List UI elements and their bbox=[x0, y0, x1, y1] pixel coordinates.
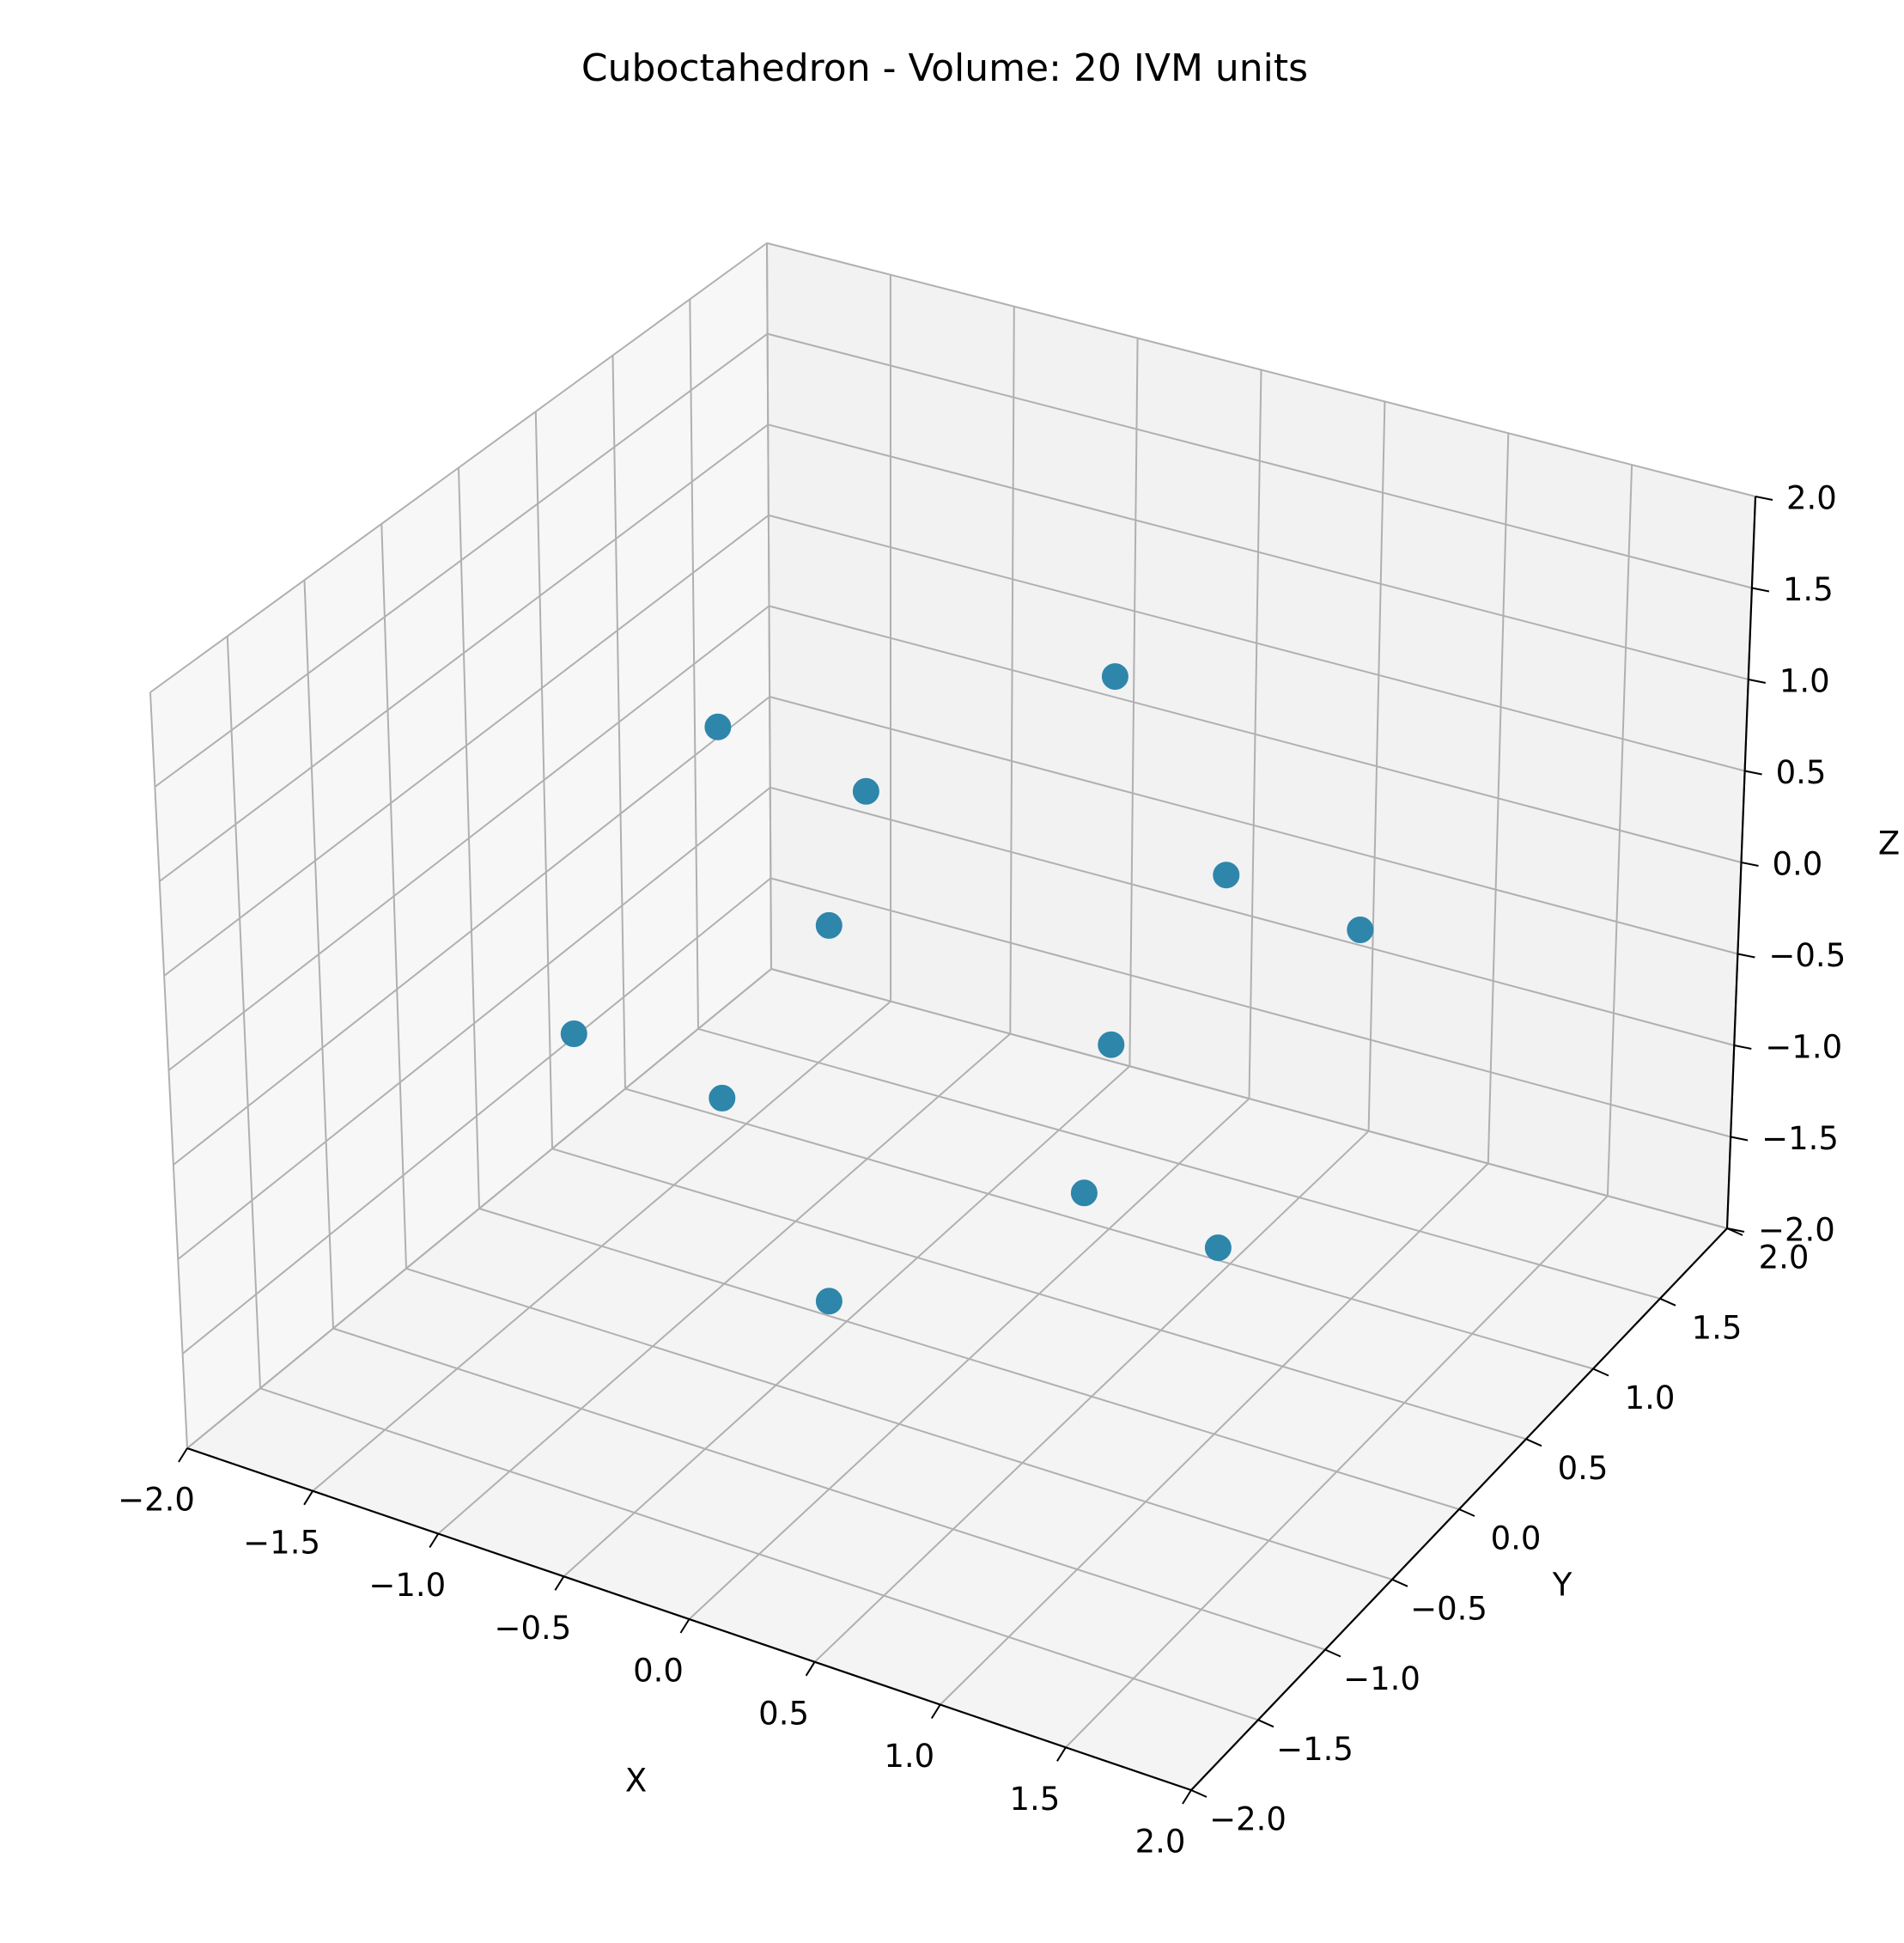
grid-line-left-y bbox=[611, 355, 626, 1089]
z-tick bbox=[1730, 1136, 1749, 1142]
grid-line-back-x bbox=[1606, 465, 1633, 1197]
y-tick bbox=[1391, 1578, 1408, 1587]
data-point bbox=[815, 1288, 843, 1315]
grid-line-left-y bbox=[766, 242, 772, 970]
data-points bbox=[560, 663, 1374, 1315]
y-tick-label: 0.5 bbox=[1558, 1450, 1609, 1487]
grid-line-left-y bbox=[689, 299, 699, 1029]
x-axis-label: X bbox=[625, 1763, 647, 1800]
grid-line-floor-y bbox=[770, 968, 1728, 1229]
x-tick-label: 0.5 bbox=[758, 1695, 809, 1732]
data-point bbox=[1070, 1179, 1098, 1207]
z-tick-label: 0.5 bbox=[1776, 754, 1827, 791]
x-tick-label: 2.0 bbox=[1135, 1824, 1186, 1861]
grid-line-floor-x bbox=[940, 1162, 1489, 1706]
z-tick-label: −1.0 bbox=[1765, 1029, 1842, 1066]
data-point bbox=[1347, 917, 1374, 943]
z-tick-label: 0.0 bbox=[1773, 846, 1823, 883]
data-point bbox=[815, 911, 843, 939]
grid-line-left-z bbox=[149, 242, 768, 693]
grid-line-left-z bbox=[159, 423, 769, 882]
z-tick-label: −1.5 bbox=[1761, 1120, 1839, 1157]
grid-line-back-z bbox=[766, 242, 1756, 497]
y-tick-label: 0.0 bbox=[1491, 1520, 1542, 1557]
y-tick-label: −1.0 bbox=[1343, 1660, 1420, 1697]
data-point bbox=[1098, 1031, 1125, 1058]
x-tick bbox=[429, 1532, 440, 1549]
z-tick-label: 1.5 bbox=[1783, 571, 1834, 608]
y-tick-label: 1.0 bbox=[1625, 1380, 1676, 1416]
data-point bbox=[704, 713, 732, 740]
x-tick-label: −0.5 bbox=[494, 1610, 571, 1647]
x-tick bbox=[554, 1575, 565, 1591]
pane-floor bbox=[187, 969, 1727, 1790]
grid-line-floor-y bbox=[478, 1208, 1460, 1510]
data-point bbox=[709, 1084, 736, 1112]
x-tick-label: −2.0 bbox=[118, 1482, 195, 1519]
grid-line-left-y bbox=[534, 411, 553, 1149]
y-tick-label: 2.0 bbox=[1759, 1240, 1810, 1276]
grid-line-floor-y bbox=[697, 1027, 1661, 1300]
z-tick-label: 1.0 bbox=[1779, 663, 1830, 700]
x-tick bbox=[679, 1618, 690, 1634]
x-tick-label: 1.5 bbox=[1009, 1781, 1060, 1818]
axis-panes bbox=[150, 243, 1755, 1790]
z-tick bbox=[1741, 862, 1759, 867]
y-tick-label: 1.5 bbox=[1692, 1309, 1743, 1346]
grid-line-back-x bbox=[1487, 433, 1510, 1164]
chart-title: Cuboctahedron - Volume: 20 IVM units bbox=[581, 46, 1308, 90]
y-tick bbox=[1659, 1297, 1676, 1306]
z-tick bbox=[1755, 496, 1773, 501]
x-tick-label: −1.5 bbox=[243, 1524, 320, 1561]
grid-line-back-z bbox=[767, 332, 1753, 589]
data-point bbox=[1101, 663, 1128, 691]
grid-line-floor-y bbox=[624, 1087, 1594, 1370]
grid-line-back-z bbox=[768, 514, 1745, 772]
grid-line-back-x bbox=[1367, 401, 1386, 1131]
z-tick-label: 2.0 bbox=[1786, 480, 1837, 517]
z-tick-label: −2.0 bbox=[1758, 1212, 1835, 1249]
x-tick bbox=[1182, 1789, 1192, 1805]
y-axis-label: Y bbox=[1552, 1567, 1572, 1604]
x-tick-label: 0.0 bbox=[633, 1653, 684, 1690]
z-tick-label: −0.5 bbox=[1768, 937, 1846, 974]
y-tick bbox=[1324, 1648, 1341, 1658]
data-point bbox=[852, 777, 879, 805]
data-point bbox=[1213, 862, 1240, 889]
z-tick bbox=[1748, 679, 1766, 684]
y-tick bbox=[1190, 1789, 1207, 1798]
data-point bbox=[1204, 1234, 1232, 1262]
y-tick bbox=[1525, 1438, 1542, 1447]
grid-line-left-z bbox=[167, 605, 770, 1071]
y-tick bbox=[1458, 1508, 1475, 1517]
grid-line-floor-y bbox=[551, 1148, 1527, 1440]
grid-line-left-z bbox=[163, 515, 770, 977]
y-tick-label: −1.5 bbox=[1276, 1731, 1353, 1768]
z-tick bbox=[1744, 770, 1762, 776]
grid-line-floor-x bbox=[813, 1130, 1370, 1663]
tick-marks: −2.0 −2.0 −2.0 −1.5 −1.5 −1.5 −1.0 −1.0 −1.0 −0.5… bbox=[118, 480, 1900, 1861]
y-tick bbox=[1726, 1227, 1743, 1236]
y-tick bbox=[1592, 1367, 1609, 1377]
z-tick bbox=[1737, 953, 1755, 959]
z-tick bbox=[1751, 587, 1770, 593]
y-tick bbox=[1257, 1719, 1274, 1728]
data-point bbox=[560, 1020, 587, 1047]
grid-line-left-z bbox=[154, 332, 769, 788]
x-tick bbox=[303, 1490, 313, 1506]
y-tick-label: −0.5 bbox=[1410, 1590, 1487, 1627]
y-tick-label: −2.0 bbox=[1209, 1801, 1287, 1838]
z-axis-label: Z bbox=[1878, 825, 1900, 862]
z-tick bbox=[1734, 1045, 1752, 1050]
grid-line-floor-x bbox=[1065, 1195, 1609, 1749]
x-tick bbox=[930, 1703, 941, 1720]
x-tick-label: −1.0 bbox=[368, 1567, 446, 1604]
grid-line-back-z bbox=[769, 605, 1742, 863]
grid-line-back-z bbox=[768, 423, 1749, 680]
x-tick bbox=[178, 1447, 188, 1463]
x-tick-label: 1.0 bbox=[884, 1738, 934, 1775]
x-tick bbox=[1056, 1746, 1067, 1762]
x-tick bbox=[805, 1661, 816, 1677]
